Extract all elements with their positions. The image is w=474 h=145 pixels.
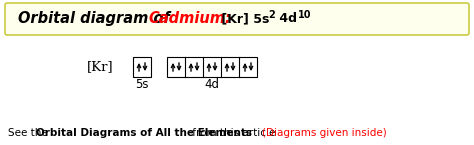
Text: [Kr]: [Kr] [87,60,113,74]
Text: from this article: from this article [189,128,279,138]
Text: 10: 10 [298,10,311,19]
Text: 2: 2 [268,10,275,19]
Bar [167,57,257,77]
Text: [Kr] 5s: [Kr] 5s [217,12,269,25]
Text: 4d: 4d [204,77,219,90]
Text: (Diagrams given inside): (Diagrams given inside) [262,128,387,138]
Text: See the: See the [8,128,51,138]
Text: Orbital Diagrams of All the Elements: Orbital Diagrams of All the Elements [36,128,252,138]
Text: Orbital diagram of: Orbital diagram of [18,11,175,26]
Text: 5s: 5s [135,77,149,90]
Bar [133,57,151,77]
Text: Cadmium:: Cadmium: [148,11,231,26]
Text: 4d: 4d [275,12,297,25]
FancyBboxPatch shape [5,3,469,35]
